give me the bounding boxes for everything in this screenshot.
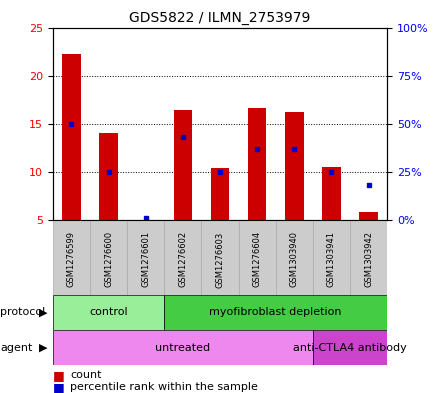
Text: anti-CTLA4 antibody: anti-CTLA4 antibody [293, 343, 407, 353]
Bar [99, 133, 118, 220]
Bar [359, 212, 378, 220]
Bar [173, 110, 192, 220]
Text: ■: ■ [53, 380, 65, 393]
Text: myofibroblast depletion: myofibroblast depletion [209, 307, 342, 318]
Text: agent: agent [0, 343, 33, 353]
Bar [62, 55, 81, 220]
Bar [164, 220, 202, 295]
Bar [211, 168, 229, 220]
Text: ▶: ▶ [39, 343, 48, 353]
Title: GDS5822 / ILMN_2753979: GDS5822 / ILMN_2753979 [129, 11, 311, 25]
Text: GSM1276604: GSM1276604 [253, 231, 262, 287]
Bar [276, 220, 313, 295]
Text: ■: ■ [53, 369, 65, 382]
Bar [322, 167, 341, 220]
Bar [53, 295, 164, 330]
Bar [53, 330, 313, 365]
Text: count: count [70, 370, 102, 380]
Text: GSM1276602: GSM1276602 [178, 231, 187, 287]
Bar [164, 295, 387, 330]
Bar [127, 220, 164, 295]
Text: GSM1276599: GSM1276599 [67, 231, 76, 287]
Text: control: control [89, 307, 128, 318]
Bar [313, 220, 350, 295]
Text: GSM1303942: GSM1303942 [364, 231, 373, 287]
Text: GSM1303941: GSM1303941 [327, 231, 336, 287]
Bar [202, 220, 238, 295]
Bar [350, 220, 387, 295]
Text: GSM1276600: GSM1276600 [104, 231, 113, 287]
Text: untreated: untreated [155, 343, 210, 353]
Bar [238, 220, 276, 295]
Bar [285, 112, 304, 220]
Bar [248, 108, 267, 220]
Text: GSM1276601: GSM1276601 [141, 231, 150, 287]
Text: GSM1303940: GSM1303940 [290, 231, 299, 287]
Text: ▶: ▶ [39, 307, 48, 318]
Text: GSM1276603: GSM1276603 [216, 231, 224, 288]
Bar [90, 220, 127, 295]
Text: percentile rank within the sample: percentile rank within the sample [70, 382, 258, 392]
Bar [313, 330, 387, 365]
Bar [53, 220, 90, 295]
Text: protocol: protocol [0, 307, 45, 318]
